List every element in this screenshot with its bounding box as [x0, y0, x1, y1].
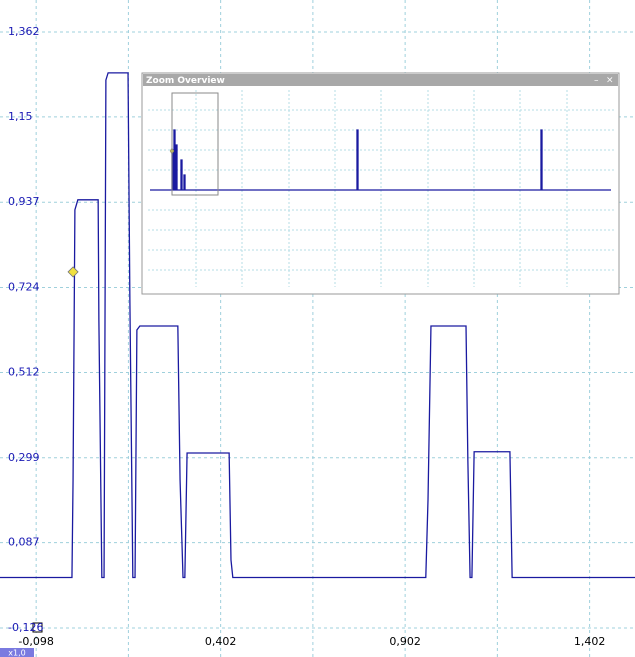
x-tick-label: 0,902	[389, 635, 421, 648]
y-tick-label: 0,724	[8, 281, 40, 294]
y-tick-label: 0,299	[8, 451, 40, 464]
axis-corner-box[interactable]	[32, 622, 43, 633]
overview-titlebar	[143, 74, 618, 86]
y-tick-label: 0,937	[8, 195, 40, 208]
y-tick-label: 0,087	[8, 536, 40, 549]
zoom-badge[interactable]	[0, 648, 34, 657]
zoom-overview[interactable]: Zoom Overview – ×	[141, 72, 620, 295]
cursor-marker	[67, 266, 79, 278]
overview-grid	[148, 90, 614, 287]
overview-minimize[interactable]: –	[594, 76, 599, 86]
y-tick-label: 1,362	[8, 25, 40, 38]
y-tick-label: 0,512	[8, 365, 40, 378]
trace	[0, 72, 635, 579]
overview-trace	[150, 129, 611, 191]
zoom-badge-label: x1,0	[8, 649, 25, 657]
x-tick-label: 0,402	[205, 635, 237, 648]
signal-line	[0, 72, 635, 579]
overview-viewport[interactable]	[171, 92, 219, 196]
y-tick-label: 1,15	[8, 110, 33, 123]
overview-title: Zoom Overview	[146, 76, 225, 86]
overview-close[interactable]: ×	[606, 76, 614, 86]
x-tick-label: 1,402	[574, 635, 606, 648]
y-tick-label: -0,126	[8, 621, 43, 634]
x-tick-label: -0,098	[18, 635, 53, 648]
